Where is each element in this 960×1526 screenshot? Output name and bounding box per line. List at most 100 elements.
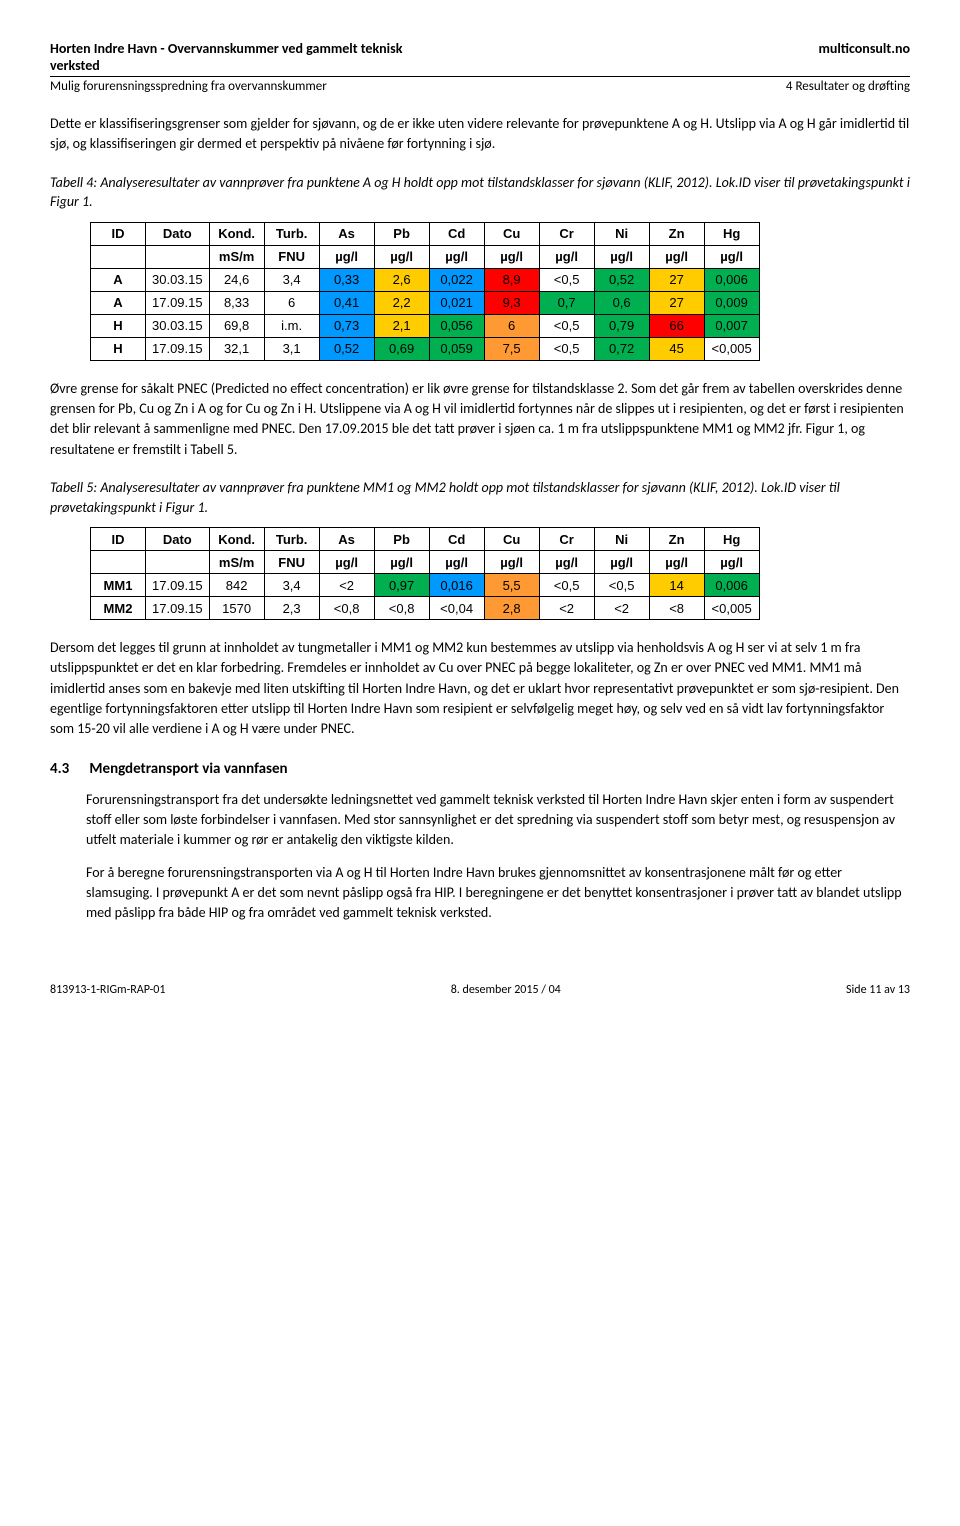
value-cell: 27 [649, 291, 704, 314]
table-row: A30.03.1524,63,40,332,60,0228,9<0,50,522… [91, 268, 760, 291]
value-cell: <0,8 [319, 597, 374, 620]
value-cell: 6 [484, 314, 539, 337]
unit-header: µg/l [704, 551, 759, 574]
col-header: Ni [594, 222, 649, 245]
unit-header [146, 551, 210, 574]
date-cell: 17.09.15 [146, 574, 210, 597]
paragraph-5: For å beregne forurensningstransporten v… [86, 863, 910, 924]
value-cell: <2 [594, 597, 649, 620]
col-header: Dato [146, 528, 210, 551]
kond-cell: 8,33 [209, 291, 264, 314]
value-cell: 0,006 [704, 574, 759, 597]
value-cell: 0,73 [319, 314, 374, 337]
col-header: Cu [484, 222, 539, 245]
value-cell: 9,3 [484, 291, 539, 314]
col-header: Cu [484, 528, 539, 551]
unit-header: µg/l [484, 551, 539, 574]
value-cell: 2,6 [374, 268, 429, 291]
table4-head: IDDatoKond.Turb.AsPbCdCuCrNiZnHgmS/mFNUµ… [91, 222, 760, 268]
value-cell: 0,059 [429, 337, 484, 360]
unit-header: mS/m [209, 245, 264, 268]
table-5: IDDatoKond.Turb.AsPbCdCuCrNiZnHgmS/mFNUµ… [90, 527, 760, 620]
section-4-3-heading: 4.3 Mengdetransport via vannfasen [50, 760, 910, 778]
value-cell: 2,8 [484, 597, 539, 620]
col-header: As [319, 528, 374, 551]
id-cell: H [91, 314, 146, 337]
id-cell: MM1 [91, 574, 146, 597]
unit-header: µg/l [374, 245, 429, 268]
value-cell: <0,5 [539, 574, 594, 597]
header-title-line1: Horten Indre Havn - Overvannskummer ved … [50, 40, 402, 57]
value-cell: <0,5 [539, 337, 594, 360]
section-number: 4.3 [50, 760, 86, 778]
value-cell: 7,5 [484, 337, 539, 360]
unit-header: µg/l [704, 245, 759, 268]
value-cell: 0,009 [704, 291, 759, 314]
subheader-left: Mulig forurensningsspredning fra overvan… [50, 79, 327, 94]
value-cell: <0,005 [704, 337, 759, 360]
kond-cell: 24,6 [209, 268, 264, 291]
col-header: Pb [374, 528, 429, 551]
value-cell: <2 [539, 597, 594, 620]
page-footer: 813913-1-RIGm-RAP-01 8. desember 2015 / … [50, 983, 910, 997]
table4-caption: Tabell 4: Analyseresultater av vannprøve… [50, 173, 910, 212]
paragraph-4: Forurensningstransport fra det undersøkt… [86, 790, 910, 851]
value-cell: <0,5 [594, 574, 649, 597]
value-cell: 0,52 [319, 337, 374, 360]
unit-header: µg/l [649, 245, 704, 268]
table-row: MM117.09.158423,4<20,970,0165,5<0,5<0,51… [91, 574, 760, 597]
value-cell: 2,1 [374, 314, 429, 337]
turb-cell: 3,4 [264, 574, 319, 597]
unit-header [146, 245, 210, 268]
value-cell: 45 [649, 337, 704, 360]
value-cell: 27 [649, 268, 704, 291]
sub-header: Mulig forurensningsspredning fra overvan… [50, 79, 910, 94]
unit-header: µg/l [429, 245, 484, 268]
table-row: H17.09.1532,13,10,520,690,0597,5<0,50,72… [91, 337, 760, 360]
unit-header: FNU [264, 551, 319, 574]
col-header: Kond. [209, 528, 264, 551]
value-cell: 14 [649, 574, 704, 597]
footer-right: Side 11 av 13 [846, 983, 910, 997]
section-title: Mengdetransport via vannfasen [89, 760, 287, 778]
value-cell: 0,52 [594, 268, 649, 291]
unit-header: µg/l [539, 245, 594, 268]
table-4: IDDatoKond.Turb.AsPbCdCuCrNiZnHgmS/mFNUµ… [90, 222, 760, 361]
value-cell: 0,006 [704, 268, 759, 291]
value-cell: <0,04 [429, 597, 484, 620]
value-cell: 66 [649, 314, 704, 337]
col-header: As [319, 222, 374, 245]
paragraph-3: Dersom det legges til grunn at innholdet… [50, 638, 910, 739]
turb-cell: 6 [264, 291, 319, 314]
unit-header: µg/l [484, 245, 539, 268]
col-header: ID [91, 528, 146, 551]
col-header: Cr [539, 222, 594, 245]
kond-cell: 842 [209, 574, 264, 597]
id-cell: A [91, 268, 146, 291]
unit-header: µg/l [374, 551, 429, 574]
col-header: Dato [146, 222, 210, 245]
value-cell: <0,8 [374, 597, 429, 620]
value-cell: 0,97 [374, 574, 429, 597]
value-cell: 0,016 [429, 574, 484, 597]
col-header: Zn [649, 222, 704, 245]
value-cell: 0,72 [594, 337, 649, 360]
table5-head: IDDatoKond.Turb.AsPbCdCuCrNiZnHgmS/mFNUµ… [91, 528, 760, 574]
unit-header: µg/l [319, 245, 374, 268]
value-cell: 0,056 [429, 314, 484, 337]
turb-cell: i.m. [264, 314, 319, 337]
turb-cell: 2,3 [264, 597, 319, 620]
value-cell: 0,021 [429, 291, 484, 314]
col-header: Cd [429, 528, 484, 551]
unit-header: µg/l [594, 245, 649, 268]
footer-center: 8. desember 2015 / 04 [451, 983, 561, 997]
date-cell: 17.09.15 [146, 291, 210, 314]
id-cell: MM2 [91, 597, 146, 620]
kond-cell: 1570 [209, 597, 264, 620]
table-row: H30.03.1569,8i.m.0,732,10,0566<0,50,7966… [91, 314, 760, 337]
col-header: Ni [594, 528, 649, 551]
header-site: multiconsult.no [818, 40, 910, 74]
unit-header: FNU [264, 245, 319, 268]
date-cell: 17.09.15 [146, 337, 210, 360]
table-row: A17.09.158,3360,412,20,0219,30,70,6270,0… [91, 291, 760, 314]
